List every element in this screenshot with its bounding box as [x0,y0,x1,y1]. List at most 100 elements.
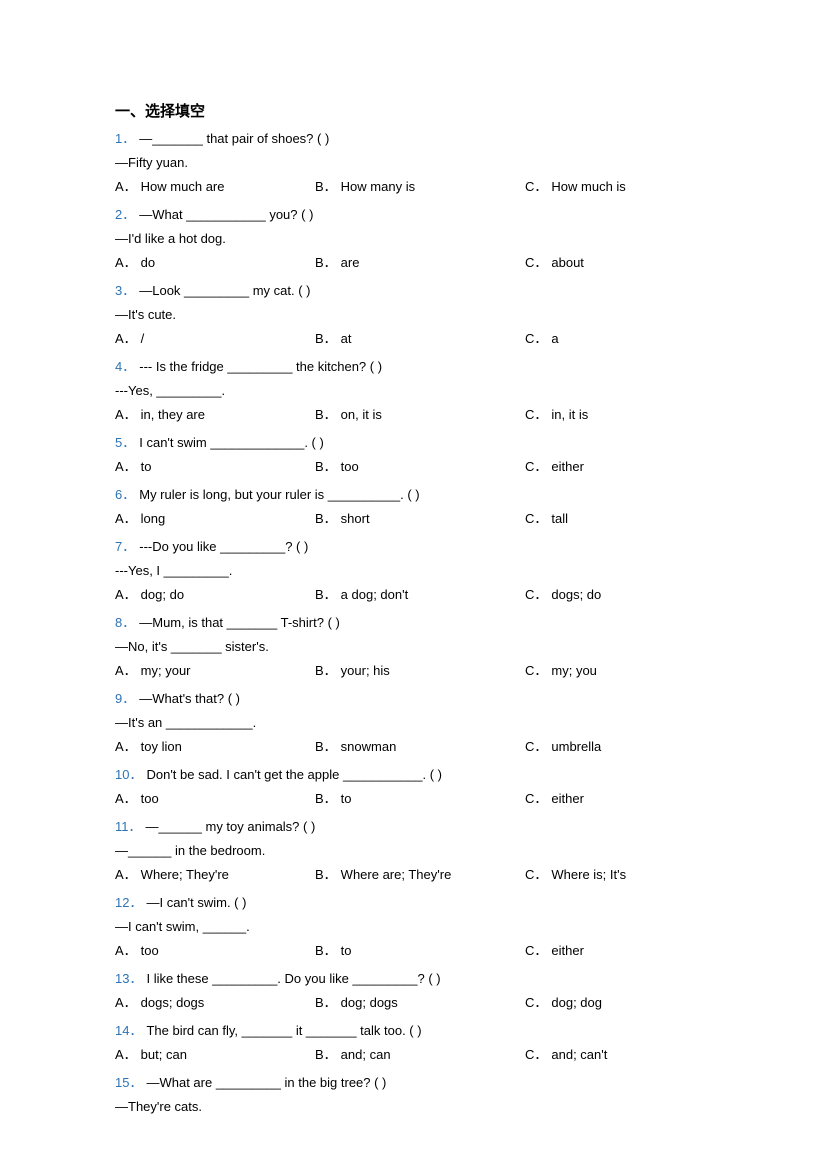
option-text: in, it is [551,403,588,427]
question-line: 6．My ruler is long, but your ruler is __… [115,483,711,507]
option-label: A． [115,787,137,811]
options-row: A．tooB．toC．either [115,787,711,811]
option-label: A． [115,251,137,275]
question-line: 8．—Mum, is that _______ T-shirt? ( ) [115,611,711,635]
option-c: C．about [525,251,711,275]
option-text: dog; do [141,583,184,607]
option-label: B． [315,175,337,199]
option-b: B．Where are; They're [315,863,525,887]
option-a: A．dogs; dogs [115,991,315,1015]
question-block: 1．—_______ that pair of shoes? ( )—Fifty… [115,127,711,199]
option-text: but; can [141,1043,187,1067]
option-label: B． [315,507,337,531]
question-number: 7． [115,535,135,559]
question-block: 11．—______ my toy animals? ( )—______ in… [115,815,711,887]
option-b: B．and; can [315,1043,525,1067]
option-label: C． [525,863,547,887]
option-b: B．a dog; don't [315,583,525,607]
option-b: B．at [315,327,525,351]
option-c: C．in, it is [525,403,711,427]
option-text: Where are; They're [341,863,452,887]
question-subline: —It's an ____________. [115,711,711,735]
option-c: C．umbrella [525,735,711,759]
option-text: How many is [341,175,415,199]
options-row: A．do B．areC．about [115,251,711,275]
option-b: B．to [315,939,525,963]
question-subline: —It's cute. [115,303,711,327]
question-line: 14．The bird can fly, _______ it _______ … [115,1019,711,1043]
option-label: C． [525,327,547,351]
option-label: C． [525,991,547,1015]
option-b: B．are [315,251,525,275]
question-text: —What's that? ( ) [139,687,240,711]
option-text: Where; They're [141,863,229,887]
option-label: B． [315,251,337,275]
section-title: 一、选择填空 [115,100,711,121]
option-text: my; you [551,659,597,683]
question-block: 9．—What's that? ( )—It's an ____________… [115,687,711,759]
option-b: B．your; his [315,659,525,683]
option-label: B． [315,403,337,427]
option-label: A． [115,327,137,351]
questions-container: 1．—_______ that pair of shoes? ( )—Fifty… [115,127,711,1119]
option-a: A．too [115,787,315,811]
option-text: and; can't [551,1043,607,1067]
question-line: 1．—_______ that pair of shoes? ( ) [115,127,711,151]
option-c: C．How much is [525,175,711,199]
question-block: 13．I like these _________. Do you like _… [115,967,711,1015]
option-label: B． [315,455,337,479]
option-text: too [141,939,159,963]
options-row: A．my; yourB．your; hisC．my; you [115,659,711,683]
question-subline: —I can't swim, ______. [115,915,711,939]
question-number: 10． [115,763,142,787]
question-line: 3．—Look _________ my cat. ( ) [115,279,711,303]
worksheet-page: 一、选择填空 1．—_______ that pair of shoes? ( … [0,0,826,1169]
question-subline: ---Yes, I _________. [115,559,711,583]
option-text: to [341,787,352,811]
option-label: B． [315,863,337,887]
question-number: 11． [115,815,142,839]
option-label: B． [315,735,337,759]
question-block: 5．I can't swim _____________. ( )A．toB．t… [115,431,711,479]
option-c: C．a [525,327,711,351]
options-row: A．/ B．atC．a [115,327,711,351]
option-text: either [551,455,584,479]
option-label: C． [525,583,547,607]
option-label: B． [315,939,337,963]
question-line: 11．—______ my toy animals? ( ) [115,815,711,839]
option-a: A．toy lion [115,735,315,759]
question-text: —What are _________ in the big tree? ( ) [146,1071,386,1095]
question-block: 3．—Look _________ my cat. ( )—It's cute.… [115,279,711,351]
option-label: C． [525,455,547,479]
option-label: C． [525,787,547,811]
option-text: on, it is [341,403,382,427]
option-text: tall [551,507,568,531]
option-c: C．either [525,939,711,963]
question-block: 6．My ruler is long, but your ruler is __… [115,483,711,531]
option-text: / [141,327,145,351]
question-block: 4．--- Is the fridge _________ the kitche… [115,355,711,427]
question-number: 2． [115,203,135,227]
option-label: B． [315,991,337,1015]
question-line: 15．—What are _________ in the big tree? … [115,1071,711,1095]
question-line: 5．I can't swim _____________. ( ) [115,431,711,455]
options-row: A．dogs; dogsB．dog; dogsC．dog; dog [115,991,711,1015]
option-a: A．but; can [115,1043,315,1067]
question-line: 4．--- Is the fridge _________ the kitche… [115,355,711,379]
question-subline: —______ in the bedroom. [115,839,711,863]
option-text: either [551,787,584,811]
question-number: 3． [115,279,135,303]
option-text: do [141,251,155,275]
question-text: I like these _________. Do you like ____… [146,967,440,991]
option-text: to [141,455,152,479]
question-number: 13． [115,967,142,991]
option-label: A． [115,659,137,683]
question-text: —Look _________ my cat. ( ) [139,279,310,303]
option-label: C． [525,1043,547,1067]
option-c: C．my; you [525,659,711,683]
option-label: C． [525,735,547,759]
option-label: A． [115,991,137,1015]
options-row: A．tooB．toC．either [115,939,711,963]
question-block: 7．---Do you like _________? ( )---Yes, I… [115,535,711,607]
option-text: snowman [341,735,397,759]
